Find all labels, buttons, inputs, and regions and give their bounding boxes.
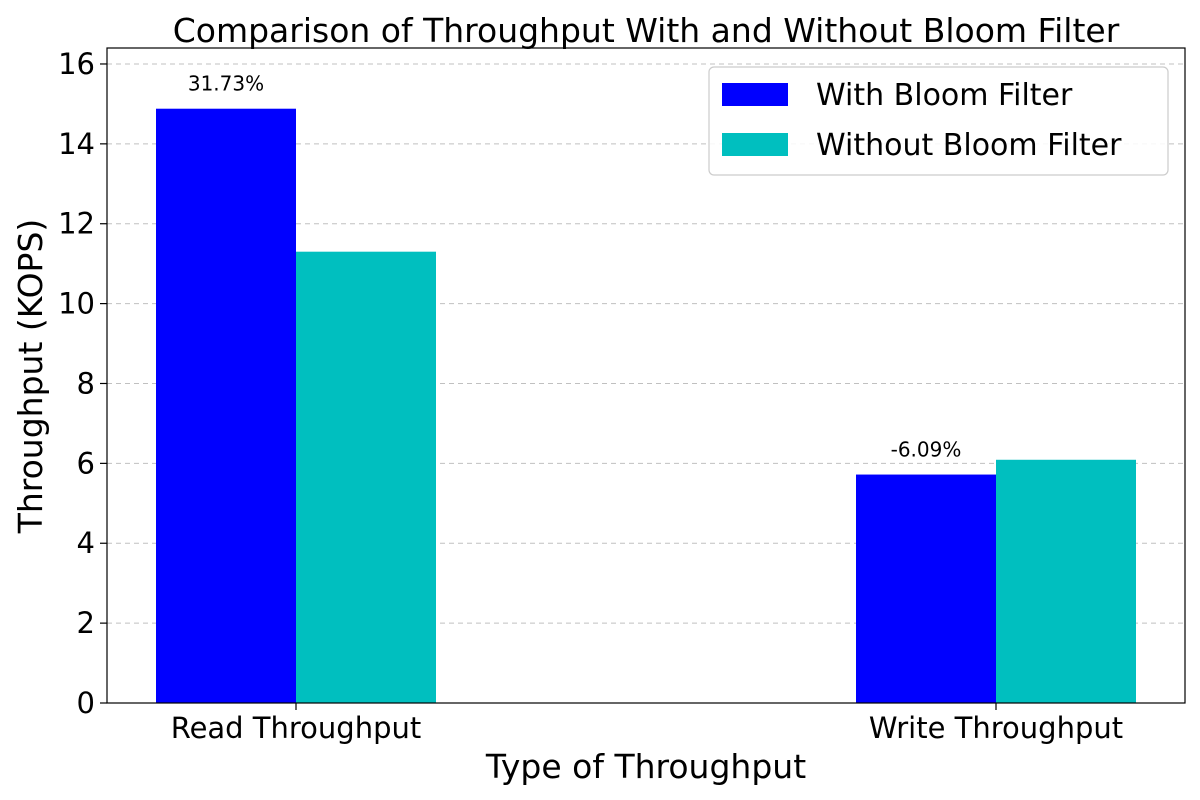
bar-without-bloom-filter-1: [996, 459, 1136, 703]
legend-label: Without Bloom Filter: [816, 128, 1122, 163]
x-tick-label: Read Throughput: [171, 711, 422, 745]
bar-annotation: -6.09%: [891, 438, 962, 462]
bar-with-bloom-filter-1: [856, 474, 996, 703]
chart-title: Comparison of Throughput With and Withou…: [173, 11, 1120, 50]
legend-box: [708, 66, 1169, 176]
x-axis-label: Type of Throughput: [485, 747, 806, 786]
legend-swatch: [722, 133, 788, 156]
y-tick-label: 10: [58, 287, 95, 321]
x-axis-ticks: Read Throughput Write Throughput: [171, 703, 1123, 745]
bar-annotations: 31.73% -6.09%: [188, 72, 962, 462]
legend-label: With Bloom Filter: [816, 78, 1073, 113]
y-tick-label: 6: [77, 446, 95, 480]
y-tick-label: 14: [58, 127, 95, 161]
y-tick-label: 8: [77, 366, 95, 400]
x-tick-label: Write Throughput: [869, 711, 1123, 745]
legend-swatch: [722, 83, 788, 106]
bars: [156, 108, 1136, 703]
y-axis-ticks: 0 2 4 6 8 10 12 14 16: [58, 47, 107, 720]
y-tick-label: 12: [58, 207, 95, 241]
legend: With Bloom Filter Without Bloom Filter: [708, 66, 1169, 176]
bar-without-bloom-filter-0: [296, 251, 436, 703]
bar-annotation: 31.73%: [188, 72, 264, 96]
y-tick-label: 0: [77, 686, 95, 720]
y-axis-label: Throughput (KOPS): [11, 219, 50, 535]
y-tick-label: 16: [58, 47, 95, 81]
plot-frame: [106, 47, 1186, 704]
bar-with-bloom-filter-0: [156, 108, 296, 703]
y-tick-label: 2: [77, 606, 95, 640]
y-tick-label: 4: [77, 526, 95, 560]
